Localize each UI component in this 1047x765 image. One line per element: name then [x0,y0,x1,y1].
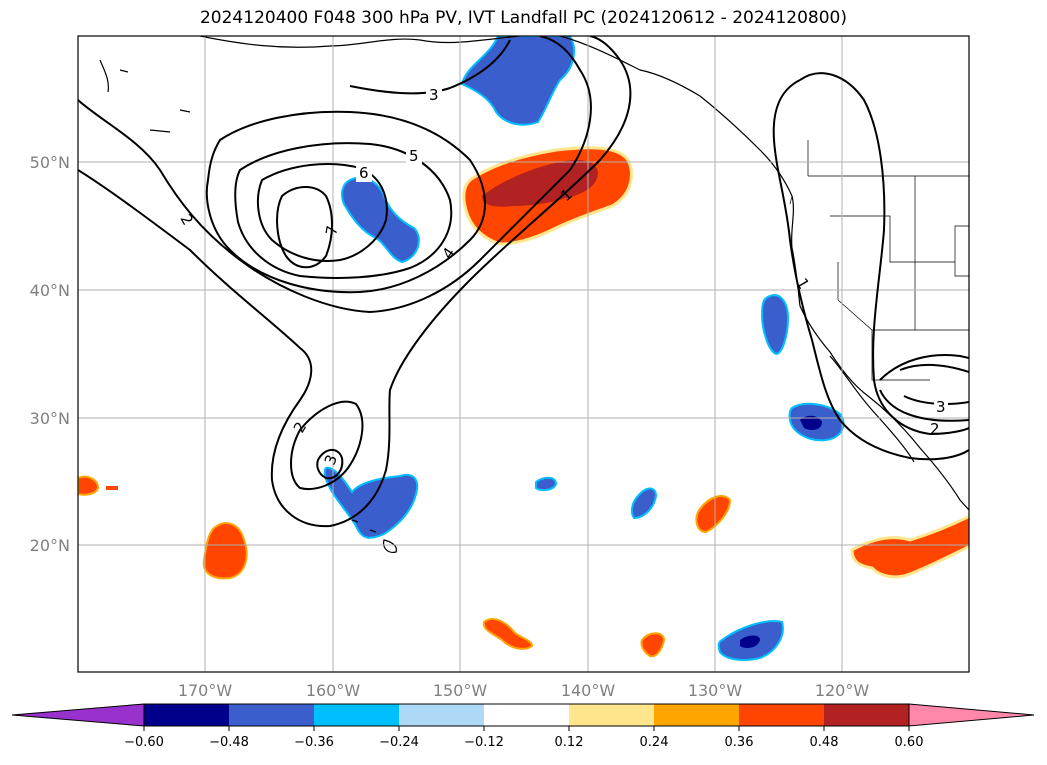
contour-label-7: 7 [322,224,341,237]
latitude-labels: 50°N 40°N 30°N 20°N [30,153,70,555]
lon-label-160w: 160°W [306,681,361,700]
colorbar-outline [143,703,910,727]
colorbar-tick-label: 0.48 [810,735,839,750]
longitude-labels: 170°W 160°W 150°W 140°W 130°W 120°W [178,681,870,700]
lat-label-40n: 40°N [30,281,70,300]
contour-label-2-east: 2 [930,420,940,438]
pv-shading [78,36,969,661]
lon-label-170w: 170°W [178,681,233,700]
colorbar-tick-label: −0.12 [464,735,504,750]
colorbar-extend-low [11,703,145,727]
colorbar-segment [654,704,739,726]
contour-label-6: 6 [359,164,369,182]
lon-label-130w: 130°W [688,681,743,700]
colorbar-tick-label: 0.12 [555,735,584,750]
colorbar-segment [144,704,229,726]
state-borders [789,140,969,381]
negative-anomaly-center [341,176,420,264]
negative-anomaly-north [460,36,576,126]
colorbar-tick-label: 0.60 [895,735,924,750]
negative-anomaly-coast [760,294,790,356]
colorbar-tick-label: 0.24 [640,735,669,750]
colorbar-tick-label: −0.60 [124,735,164,750]
colorbar-segment [229,704,314,726]
colorbar: −0.60 −0.48 −0.36 −0.24 −0.12 0.12 0.24 0.36 0.4… [11,703,1035,750]
colorbar-tick-label: −0.36 [294,735,334,750]
colorbar-tick-label: −0.48 [209,735,249,750]
colorbar-tick-label: 0.36 [725,735,754,750]
negative-anomaly-hawaii [323,466,419,539]
map-title: 2024120400 F048 300 hPa PV, IVT Landfall… [199,8,847,28]
graticule [78,36,969,672]
lon-label-140w: 140°W [561,681,616,700]
contour-label-3-east: 3 [936,398,946,416]
lat-label-50n: 50°N [30,153,70,172]
colorbar-segment [739,704,824,726]
lat-label-30n: 30°N [30,409,70,428]
colorbar-segment [399,704,484,726]
lon-label-120w: 120°W [815,681,870,700]
colorbar-segment [484,704,569,726]
colorbar-extend-high [908,703,1035,727]
pv-contours [78,36,969,528]
contour-label-3-north: 3 [429,86,439,104]
contour-label-5: 5 [409,147,419,165]
lon-label-150w: 150°W [433,681,488,700]
positive-anomaly-west [202,522,248,580]
colorbar-tick-label: −0.24 [379,735,419,750]
colorbar-segment [569,704,654,726]
positive-anomaly-southeast [850,514,969,579]
lat-label-20n: 20°N [30,536,70,555]
map-frame [77,35,970,673]
colorbar-segment [824,704,909,726]
colorbar-segment [314,704,399,726]
